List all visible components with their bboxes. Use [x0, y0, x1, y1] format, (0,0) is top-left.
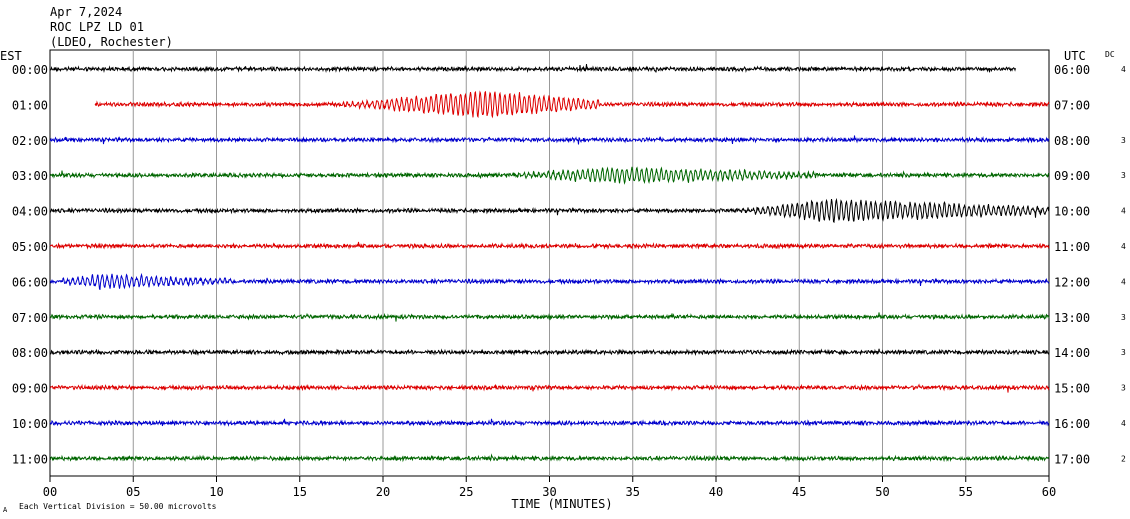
x-tick-label: 50 [875, 485, 889, 499]
row-label-left: 07:00 [12, 311, 48, 325]
row-label-right: 14:00 [1054, 346, 1090, 360]
x-tick-label: 05 [126, 485, 140, 499]
row-label-right: 16:00 [1054, 417, 1090, 431]
row-label-left: 09:00 [12, 382, 48, 396]
header-station: ROC LPZ LD 01 [50, 20, 144, 34]
header-date: Apr 7,2024 [50, 5, 122, 19]
row-label-right: 15:00 [1054, 382, 1090, 396]
row-label-left: 03:00 [12, 169, 48, 183]
row-label-left: 05:00 [12, 240, 48, 254]
row-dc-value: 3 [1121, 136, 1126, 145]
x-tick-label: 20 [376, 485, 390, 499]
header-network: (LDEO, Rochester) [50, 35, 173, 49]
trace-line [49, 418, 1050, 427]
left-zone-label: EST [0, 49, 22, 63]
row-label-right: 10:00 [1054, 205, 1090, 219]
footer-mark: A [3, 506, 8, 514]
row-label-left: 11:00 [12, 452, 48, 466]
row-dc-value: 2 [1121, 454, 1126, 463]
traces [49, 63, 1050, 463]
trace-line [49, 241, 1050, 250]
x-tick-label: 60 [1042, 485, 1056, 499]
row-label-left: 01:00 [12, 98, 48, 112]
x-tick-label: 15 [293, 485, 307, 499]
x-tick-label: 10 [209, 485, 223, 499]
trace-line [49, 63, 1016, 73]
x-tick-label: 45 [792, 485, 806, 499]
x-axis-label: TIME (MINUTES) [511, 497, 612, 511]
trace-line [94, 90, 1050, 119]
x-axis-ticks: 00 05 10 15 20 25 30 35 40 45 50 55 60 [43, 476, 1056, 499]
row-label-left: 06:00 [12, 275, 48, 289]
row-label-right: 06:00 [1054, 63, 1090, 77]
row-dc-value: 3 [1121, 171, 1126, 180]
row-dc-value: 4 [1121, 242, 1126, 251]
x-tick-label: 00 [43, 485, 57, 499]
row-label-right: 07:00 [1054, 98, 1090, 112]
trace-line [49, 348, 1050, 356]
trace-line [49, 453, 1050, 463]
row-label-right: 08:00 [1054, 134, 1090, 148]
row-dc-value: 3 [1121, 313, 1126, 322]
row-label-right: 11:00 [1054, 240, 1090, 254]
row-label-right: 12:00 [1054, 275, 1090, 289]
time-grid [132, 50, 967, 476]
row-labels: 00:00 06:00 4 01:00 07:00 02:00 08:00 3 03:00 09:… [12, 63, 1126, 466]
row-label-right: 13:00 [1054, 311, 1090, 325]
x-tick-label: 30 [542, 485, 556, 499]
x-tick-label: 25 [459, 485, 473, 499]
trace-line [49, 272, 1050, 291]
trace-line [49, 197, 1050, 224]
right-zone-label: UTC [1064, 49, 1086, 63]
row-dc-value: 4 [1121, 207, 1126, 216]
row-dc-value: 3 [1121, 348, 1126, 357]
row-label-left: 02:00 [12, 134, 48, 148]
row-dc-value: 4 [1121, 65, 1126, 74]
x-tick-label: 35 [626, 485, 640, 499]
row-label-right: 17:00 [1054, 452, 1090, 466]
trace-line [49, 135, 1050, 145]
row-label-left: 10:00 [12, 417, 48, 431]
row-label-left: 08:00 [12, 346, 48, 360]
row-dc-value: 4 [1121, 277, 1126, 286]
row-label-left: 00:00 [12, 63, 48, 77]
dc-label: DC [1105, 50, 1115, 59]
row-label-left: 04:00 [12, 205, 48, 219]
x-tick-label: 55 [959, 485, 973, 499]
row-dc-value: 4 [1121, 419, 1126, 428]
scale-note: Each Vertical Division = 50.00 microvolt… [19, 502, 217, 511]
x-tick-label: 40 [709, 485, 723, 499]
trace-line [49, 312, 1050, 322]
trace-line [49, 383, 1050, 393]
row-label-right: 09:00 [1054, 169, 1090, 183]
trace-line [49, 166, 1050, 185]
row-dc-value: 3 [1121, 384, 1126, 393]
